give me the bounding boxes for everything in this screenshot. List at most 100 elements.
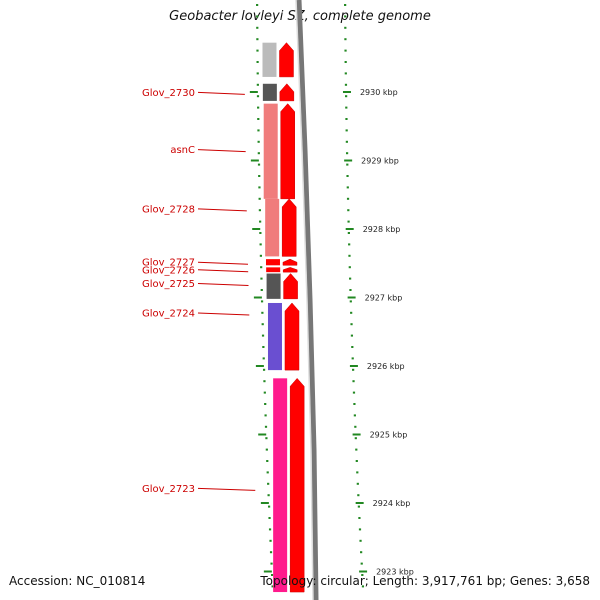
tick-dot [346,163,349,166]
kbp-tick-inner [263,570,272,573]
gene-leader-glov_2727 [197,261,248,265]
tick-dot [256,15,259,18]
accession-text: Accession: NC_010814 [9,574,146,588]
gene-bar-glov_2723[interactable] [273,378,288,593]
tick-dot [347,232,350,234]
gene-leader-glov_2730 [197,91,245,95]
gene-label-asnC: asnC [170,145,195,156]
gene-bar-glov_2727[interactable] [265,259,280,266]
tick-dot [348,243,351,246]
tick-dot [361,585,365,588]
gene-arrow-glov_2723[interactable] [289,377,305,593]
tick-dot [257,163,261,166]
tick-dot [261,311,264,314]
gene-labels: Glov_2730 asnC Glov_2728 Glov_2727Glov_2726… [142,88,256,495]
gene-bar-glov_2730[interactable] [262,83,277,101]
gene-leader-glov_2728 [197,208,247,212]
tick-dot [348,266,351,269]
gene-label-glov_2727: Glov_2727 [142,258,195,269]
tick-dot [256,95,260,98]
tick-dot [258,197,261,200]
tick-dot [258,209,261,212]
tick-dot [347,220,350,223]
tick-dot [352,368,355,371]
kbp-tick-label: 2925 kbp [370,431,408,440]
tick-dot [259,254,263,257]
tick-dot [256,38,259,41]
tick-dot [351,346,354,348]
gene-label-glov_2724: Glov_2724 [142,308,195,319]
gene-arrow-glov_2727[interactable] [282,258,298,266]
tick-dot [354,437,357,440]
gene-features[interactable] [262,42,305,593]
tick-dot [264,414,267,417]
genome-backbone-highlight [295,0,314,600]
kbp-tick-inner [255,365,264,367]
gene-bar-glov_2729[interactable] [262,42,277,77]
gene-bar-asnC[interactable] [263,103,278,199]
kbp-tick-outer [359,570,368,573]
gene-leader-asnC [197,149,246,153]
tick-dot [256,4,259,6]
gene-leader-glov_2723 [197,487,256,491]
gene-label-glov_2723: Glov_2723 [142,484,195,495]
tick-dot [344,4,347,6]
tick-dot [346,175,349,177]
genome-backbone [296,0,319,600]
kbp-tick-label: 2924 kbp [373,499,411,508]
tick-dot [352,380,355,383]
gene-bar-glov_2728[interactable] [265,198,280,257]
gene-arrow-asnC[interactable] [280,103,295,200]
gene-bar-glov_2726[interactable] [266,267,281,273]
kbp-ticks: 2930 kbp 2929 kbp 2928 kbp 2927 kbp 2926 kbp… [249,88,414,577]
tick-dot [353,414,356,417]
tick-dot [266,471,269,474]
tick-dot [259,220,262,223]
tick-dot [345,95,348,98]
tick-dot [345,129,348,132]
tick-dot [270,574,274,576]
gene-arrow-glov_2729[interactable] [279,42,294,78]
tick-dot [349,289,352,291]
tick-dot [346,197,350,200]
kbp-tick-label: 2928 kbp [363,225,401,234]
tick-dot [361,574,364,576]
tick-dot [347,209,350,212]
tick-dot [355,460,358,462]
kbp-tick-outer [355,502,364,504]
tick-dot [346,186,349,189]
tick-dot [344,15,347,18]
tick-dot [262,357,265,360]
tick-dot [257,140,260,143]
tick-dot [349,300,352,303]
gene-bar-glov_2725[interactable] [266,273,281,299]
tick-dot [262,346,265,348]
kbp-tick-outer [347,296,356,299]
gene-label-glov_2725: Glov_2725 [142,279,195,290]
tick-dot [260,289,263,291]
gene-bar-glov_2724[interactable] [267,302,282,371]
tick-dot [344,83,348,86]
tick-dot [345,140,348,143]
tick-dot [354,425,357,428]
tick-dot [355,448,358,451]
gene-arrow-glov_2728[interactable] [281,198,297,257]
gene-arrow-glov_2726[interactable] [282,267,298,273]
gene-arrow-glov_2724[interactable] [284,302,300,371]
gene-label-glov_2730: Glov_2730 [142,88,195,99]
gene-arrow-glov_2725[interactable] [283,273,298,300]
tick-dot [349,277,352,280]
tick-dot [257,129,260,132]
tick-dot [263,391,266,394]
gene-arrow-glov_2730[interactable] [279,83,295,102]
tick-dot [356,471,359,474]
tick-dot [270,562,273,565]
tick-dot [350,311,353,314]
tick-dots-outer [344,4,365,588]
tick-dot [265,437,268,440]
tick-dot [269,551,273,554]
tick-dot [256,49,259,52]
tick-dot [344,38,347,41]
tick-dot [358,517,361,519]
